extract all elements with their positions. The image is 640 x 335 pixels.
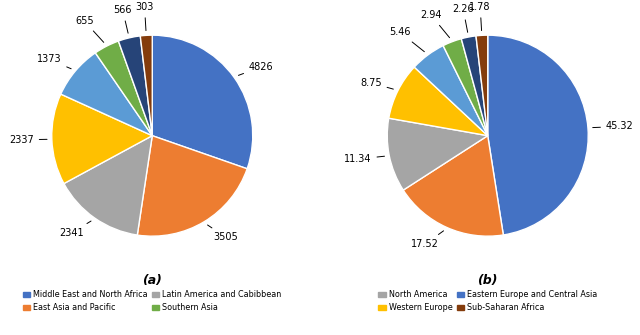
Wedge shape <box>118 36 152 136</box>
Wedge shape <box>443 39 488 136</box>
Wedge shape <box>414 46 488 136</box>
Wedge shape <box>152 35 253 169</box>
Wedge shape <box>488 35 588 235</box>
Text: 2337: 2337 <box>9 135 47 145</box>
Text: 1.78: 1.78 <box>470 2 491 30</box>
Text: (a): (a) <box>142 274 162 287</box>
Text: 4826: 4826 <box>239 62 273 75</box>
Text: (b): (b) <box>477 274 498 287</box>
Wedge shape <box>140 35 152 136</box>
Wedge shape <box>476 35 488 136</box>
Legend: Middle East and North Africa, East Asia and Pacific, Latin America and Cabibbean: Middle East and North Africa, East Asia … <box>23 290 282 313</box>
Wedge shape <box>403 136 503 236</box>
Text: 566: 566 <box>113 5 132 33</box>
Text: 1373: 1373 <box>36 55 71 69</box>
Text: 303: 303 <box>136 2 154 30</box>
Wedge shape <box>64 136 152 235</box>
Legend: North America, Western Europe, Eastern Europe and Central Asia, Sub-Saharan Afri: North America, Western Europe, Eastern E… <box>378 290 597 313</box>
Wedge shape <box>388 67 488 136</box>
Text: 655: 655 <box>75 16 104 42</box>
Wedge shape <box>52 94 152 184</box>
Wedge shape <box>387 118 488 190</box>
Text: 3505: 3505 <box>207 225 238 242</box>
Text: 2.26: 2.26 <box>452 4 474 32</box>
Text: 17.52: 17.52 <box>412 231 444 249</box>
Wedge shape <box>461 36 488 136</box>
Text: 5.46: 5.46 <box>390 27 424 52</box>
Text: 8.75: 8.75 <box>360 78 394 89</box>
Text: 11.34: 11.34 <box>344 154 385 164</box>
Text: 2.94: 2.94 <box>420 10 449 38</box>
Text: 2341: 2341 <box>60 221 91 238</box>
Wedge shape <box>138 136 247 236</box>
Text: 45.32: 45.32 <box>593 122 634 131</box>
Wedge shape <box>95 41 152 136</box>
Wedge shape <box>61 53 152 136</box>
